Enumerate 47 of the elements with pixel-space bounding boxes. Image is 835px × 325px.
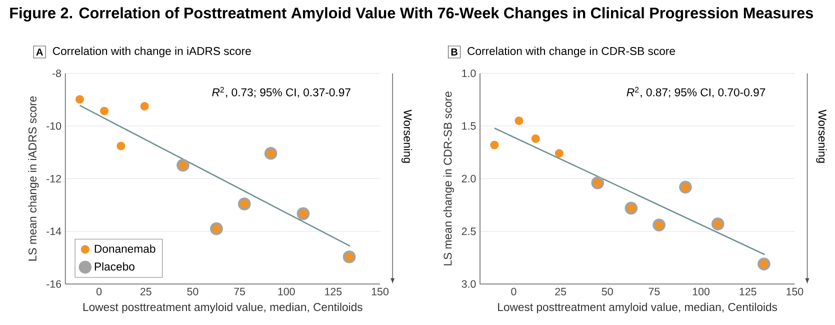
annotation: R$^{2}$, 0.87; 95% CI, 0.70-0.97 — [626, 86, 766, 98]
x-tick-label: 50 — [602, 288, 613, 296]
x-tick-label: 25 — [140, 288, 152, 296]
text: Worsening — [816, 110, 827, 163]
y-tick-label: -16 — [46, 280, 62, 288]
x-tick-label: 0 — [96, 288, 102, 296]
y-tick-label: -14 — [46, 228, 62, 236]
y-axis-title: LS mean change in CDR-SB score — [443, 92, 454, 266]
y-tick-label: 3.0 — [462, 280, 476, 288]
point — [531, 134, 540, 143]
point — [554, 149, 564, 158]
x-tick-label: 75 — [234, 288, 246, 296]
text: B — [451, 48, 458, 56]
x-tick-label: 25 — [555, 288, 566, 296]
y-tick-label: -12 — [46, 174, 61, 182]
point — [514, 116, 524, 126]
y-tick-label: -10 — [46, 122, 62, 130]
x-tick-label: 150 — [786, 288, 804, 296]
legend-label: Donanemab — [94, 244, 156, 253]
chart-title: Correlation with change in iADRS score — [52, 46, 251, 58]
x-tick-label: 125 — [325, 288, 342, 296]
text: A — [36, 48, 43, 56]
y-tick-label: 1.0 — [462, 70, 476, 78]
y-axis-title: LS mean change in iADRS score — [28, 96, 39, 261]
point — [116, 142, 126, 150]
point — [100, 106, 109, 116]
y-tick-label: 1.5 — [462, 122, 476, 130]
x-tick-label: 0 — [511, 288, 516, 296]
chart-title: Correlation with change in CDR-SB score — [468, 46, 675, 58]
y-tick-label: -8 — [52, 70, 62, 78]
x-tick-label: 100 — [692, 288, 710, 296]
x-tick-label: 75 — [648, 288, 660, 296]
y-tick-label: 2.0 — [462, 174, 476, 182]
y-tick-label: 2.5 — [462, 228, 476, 236]
x-axis-title: Lowest posttreatment amyloid value, median, Centiloids — [83, 302, 362, 314]
point — [490, 140, 499, 150]
caption: Figure 2. Correlation of Posttreatment Amyloid Value With 76-Week Changes in Clinical Progression Measures — [10, 7, 814, 22]
x-tick-label: 125 — [740, 288, 756, 296]
x-tick-label: 100 — [278, 288, 295, 296]
point — [140, 102, 149, 111]
x-tick-label: 150 — [372, 288, 388, 296]
x-axis-title: Lowest posttreatment amyloid value, median, Centiloids — [498, 302, 778, 314]
point — [75, 95, 84, 104]
annotation: R$^{2}$, 0.73; 95% CI, 0.37-0.97 — [212, 86, 350, 98]
text: Worsening — [401, 110, 412, 163]
x-tick-label: 50 — [187, 288, 198, 296]
legend-label: Placebo — [94, 262, 134, 271]
